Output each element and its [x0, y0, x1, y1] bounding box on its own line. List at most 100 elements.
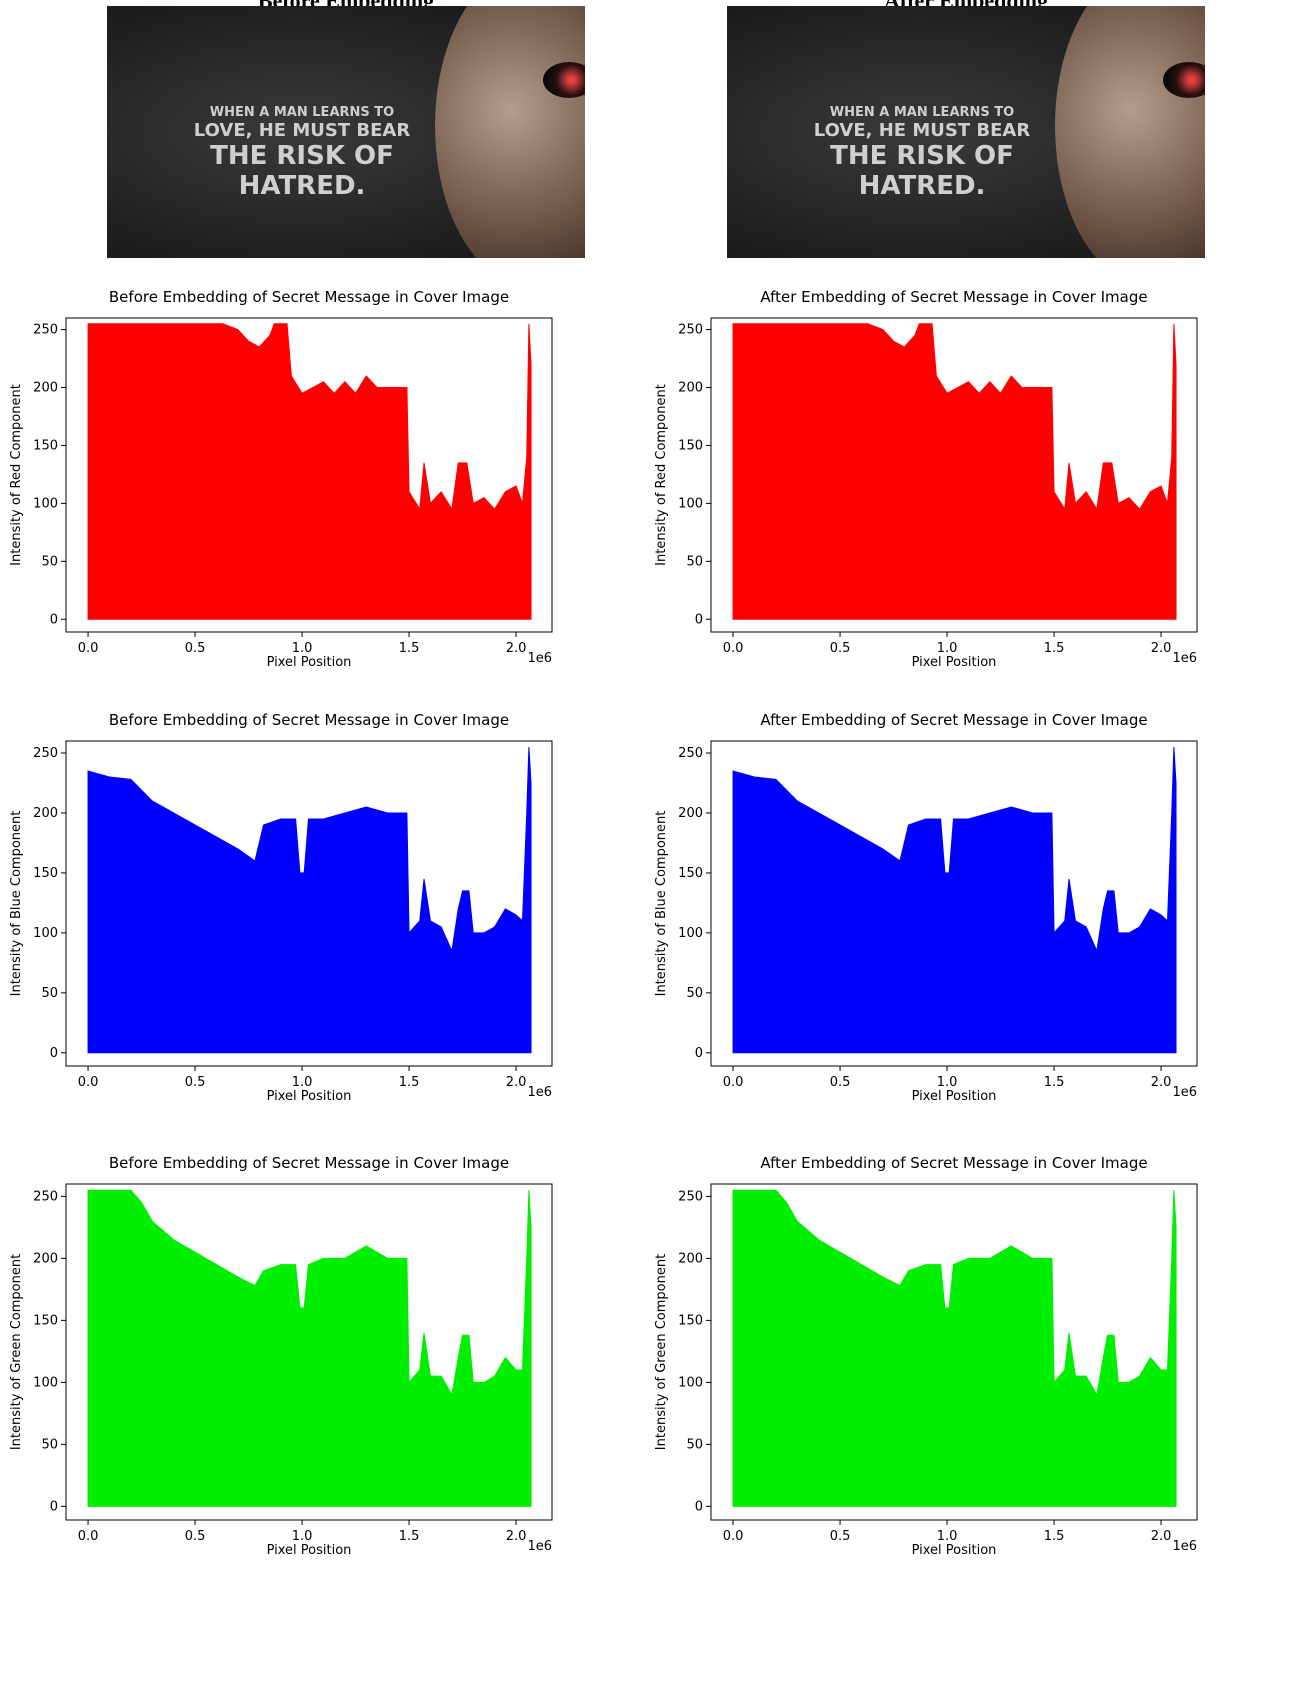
- y-tick-label: 150: [33, 438, 58, 453]
- x-tick-label: 0.5: [830, 1075, 851, 1090]
- intensity-area: [732, 1189, 1177, 1507]
- plot-frame: [710, 740, 1198, 1067]
- intensity-area: [732, 323, 1177, 620]
- y-tick-label: 0: [50, 1499, 58, 1514]
- y-tick-label: 200: [678, 381, 703, 396]
- x-tick-label: 1.5: [1044, 1075, 1065, 1090]
- x-tick-label: 0.0: [723, 1075, 744, 1090]
- y-tick-label: 250: [33, 1189, 58, 1204]
- eye-shape: [1163, 62, 1205, 98]
- x-tick-label: 1.5: [1044, 641, 1065, 656]
- y-tick-label: 250: [678, 746, 703, 761]
- y-tick-label: 250: [33, 746, 58, 761]
- quote-line: LOVE, HE MUST BEAR: [193, 119, 411, 141]
- chart-title: After Embedding of Secret Message in Cov…: [760, 288, 1147, 306]
- chart-title: Before Embedding of Secret Message in Co…: [109, 288, 509, 306]
- y-tick-label: 0: [695, 1499, 703, 1514]
- eye-shape: [543, 62, 585, 98]
- intensity-area: [732, 746, 1177, 1054]
- x-offset-label: 1e6: [1172, 1085, 1197, 1100]
- y-tick-label: 150: [33, 1313, 58, 1328]
- x-axis-label: Pixel Position: [267, 655, 352, 670]
- chart-title: Before Embedding of Secret Message in Co…: [109, 711, 509, 729]
- x-tick-label: 1.0: [292, 1075, 313, 1090]
- y-axis-label: Intensity of Green Component: [9, 1254, 24, 1450]
- y-tick-label: 150: [33, 866, 58, 881]
- x-tick-label: 2.0: [506, 641, 527, 656]
- stego-image: WHEN A MAN LEARNS TO LOVE, HE MUST BEAR …: [727, 6, 1205, 258]
- y-tick-label: 200: [33, 381, 58, 396]
- x-axis-label: Pixel Position: [912, 655, 997, 670]
- y-tick-label: 250: [33, 323, 58, 338]
- y-axis-label: Intensity of Red Component: [9, 384, 24, 566]
- y-tick-label: 50: [686, 1437, 703, 1452]
- x-axis-label: Pixel Position: [912, 1089, 997, 1104]
- mask-shape: [1055, 6, 1205, 258]
- chart-title: After Embedding of Secret Message in Cov…: [760, 711, 1147, 729]
- y-tick-label: 100: [678, 1375, 703, 1390]
- x-tick-label: 0.0: [723, 1529, 744, 1544]
- y-tick-label: 150: [678, 1313, 703, 1328]
- x-tick-label: 1.5: [1044, 1529, 1065, 1544]
- intensity-area: [87, 323, 532, 620]
- plot-frame: [65, 740, 553, 1067]
- x-tick-label: 2.0: [1151, 641, 1172, 656]
- x-tick-label: 1.5: [399, 641, 420, 656]
- y-tick-label: 0: [695, 1046, 703, 1061]
- y-tick-label: 150: [678, 866, 703, 881]
- y-tick-label: 100: [678, 496, 703, 511]
- y-tick-label: 250: [678, 323, 703, 338]
- x-offset-label: 1e6: [527, 651, 552, 666]
- x-tick-label: 0.5: [185, 1529, 206, 1544]
- plot-frame: [65, 317, 553, 633]
- quote: WHEN A MAN LEARNS TO LOVE, HE MUST BEAR …: [767, 105, 1077, 201]
- cover-image: WHEN A MAN LEARNS TO LOVE, HE MUST BEAR …: [107, 6, 585, 258]
- x-axis-label: Pixel Position: [267, 1089, 352, 1104]
- x-tick-label: 1.0: [937, 641, 958, 656]
- y-tick-label: 50: [41, 554, 58, 569]
- y-tick-label: 0: [695, 612, 703, 627]
- y-axis-label: Intensity of Blue Component: [9, 811, 24, 997]
- y-tick-label: 200: [33, 1251, 58, 1266]
- y-tick-label: 200: [678, 806, 703, 821]
- plot-frame: [65, 1183, 553, 1521]
- x-offset-label: 1e6: [527, 1085, 552, 1100]
- quote-line: WHEN A MAN LEARNS TO: [209, 105, 395, 120]
- y-tick-label: 250: [678, 1189, 703, 1204]
- x-axis-label: Pixel Position: [267, 1543, 352, 1558]
- quote-line: WHEN A MAN LEARNS TO: [829, 105, 1015, 120]
- y-axis-label: Intensity of Blue Component: [654, 811, 669, 997]
- y-tick-label: 50: [686, 986, 703, 1001]
- x-tick-label: 0.5: [185, 1075, 206, 1090]
- x-tick-label: 0.5: [830, 1529, 851, 1544]
- quote-line: THE RISK OF HATRED.: [210, 140, 394, 201]
- quote: WHEN A MAN LEARNS TO LOVE, HE MUST BEAR …: [147, 105, 457, 201]
- x-tick-label: 0.0: [78, 641, 99, 656]
- chart-title: Before Embedding of Secret Message in Co…: [109, 1154, 509, 1172]
- y-tick-label: 200: [33, 806, 58, 821]
- x-tick-label: 0.5: [830, 641, 851, 656]
- x-tick-label: 2.0: [1151, 1529, 1172, 1544]
- x-tick-label: 0.0: [78, 1529, 99, 1544]
- x-tick-label: 1.0: [292, 1529, 313, 1544]
- y-tick-label: 200: [678, 1251, 703, 1266]
- x-tick-label: 0.5: [185, 641, 206, 656]
- x-offset-label: 1e6: [527, 1539, 552, 1554]
- x-tick-label: 2.0: [506, 1075, 527, 1090]
- y-tick-label: 50: [686, 554, 703, 569]
- x-tick-label: 0.0: [723, 641, 744, 656]
- mask-shape: [435, 6, 585, 258]
- y-tick-label: 50: [41, 986, 58, 1001]
- quote-line: THE RISK OF HATRED.: [830, 140, 1014, 201]
- y-tick-label: 100: [33, 496, 58, 511]
- x-tick-label: 1.0: [937, 1529, 958, 1544]
- y-axis-label: Intensity of Green Component: [654, 1254, 669, 1450]
- x-tick-label: 1.5: [399, 1529, 420, 1544]
- x-tick-label: 1.5: [399, 1075, 420, 1090]
- y-axis-label: Intensity of Red Component: [654, 384, 669, 566]
- y-tick-label: 100: [33, 926, 58, 941]
- x-tick-label: 2.0: [1151, 1075, 1172, 1090]
- y-tick-label: 50: [41, 1437, 58, 1452]
- x-tick-label: 1.0: [937, 1075, 958, 1090]
